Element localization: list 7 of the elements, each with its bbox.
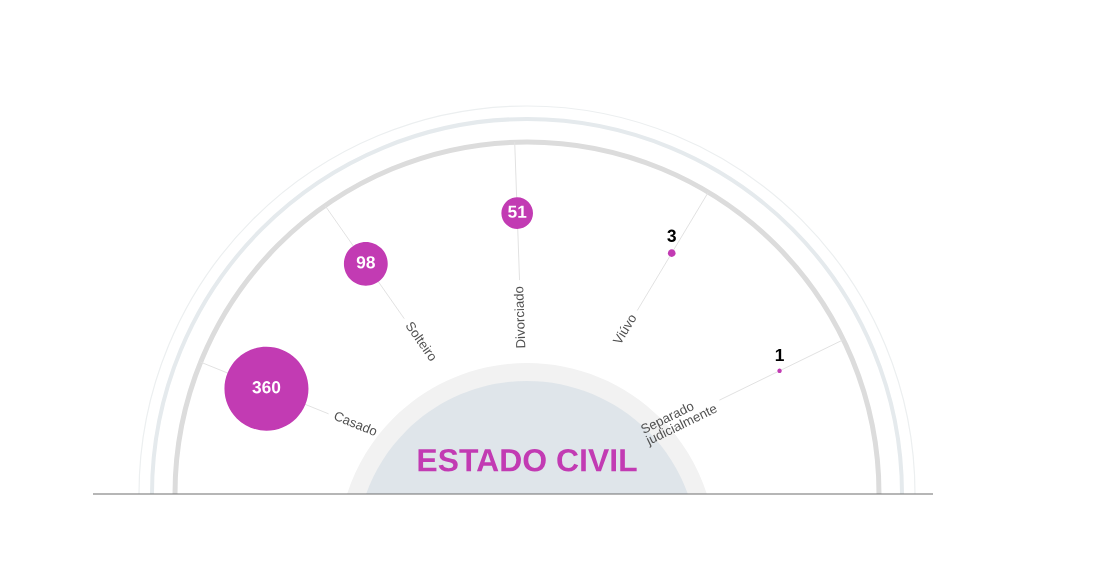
text: ESTADO CIVIL bbox=[418, 448, 637, 472]
data-label: 360 bbox=[252, 381, 281, 394]
data-label: 51 bbox=[508, 205, 527, 218]
data-label: 3 bbox=[667, 229, 676, 242]
category-label: Divorciado bbox=[513, 286, 526, 348]
data-label: 98 bbox=[356, 256, 375, 269]
data-label: 1 bbox=[775, 349, 784, 361]
